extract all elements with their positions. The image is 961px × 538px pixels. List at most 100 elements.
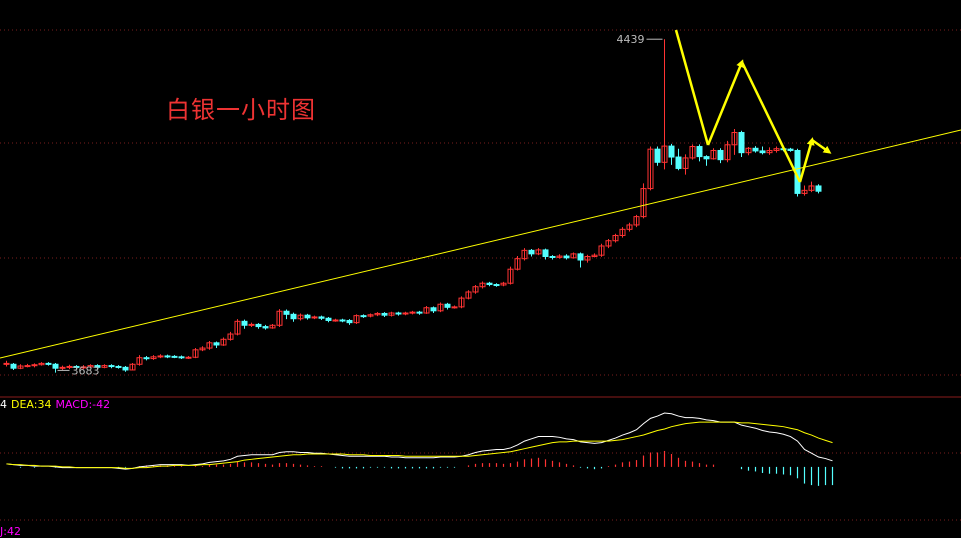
legend-macd: MACD:-42 — [55, 398, 111, 411]
candle-body — [570, 253, 577, 259]
candle-body — [451, 306, 458, 309]
zigzag-segment — [798, 137, 815, 183]
zigzag-segment — [706, 59, 744, 146]
candle-body — [626, 224, 633, 230]
price-annotations: 4439 3683 — [57, 33, 663, 377]
candle-body — [150, 356, 157, 360]
candle-body — [115, 365, 122, 368]
candle-body — [17, 365, 24, 369]
grid-lines — [0, 29, 961, 521]
candle-body — [654, 148, 661, 163]
candle-body — [87, 365, 94, 368]
candle-body — [297, 314, 304, 320]
candle-body — [290, 313, 297, 320]
candle-body — [556, 255, 563, 258]
candle-body — [143, 357, 150, 360]
candle-body — [52, 363, 59, 369]
candle-body — [647, 148, 654, 190]
candle-body — [766, 149, 773, 154]
candle-body — [374, 312, 381, 316]
annot-high-label: 4439 — [617, 33, 645, 46]
candle-body — [444, 303, 451, 308]
candle-body — [234, 320, 241, 335]
candle-body — [598, 245, 605, 256]
candle-body — [38, 362, 45, 366]
candle-body — [80, 366, 87, 369]
candle-body — [619, 228, 626, 236]
candle-body — [542, 249, 549, 257]
candle-body — [73, 365, 80, 368]
candle-body — [605, 240, 612, 247]
candle-body — [682, 157, 689, 169]
candle-body — [465, 291, 472, 299]
candle-body — [45, 362, 52, 365]
candle-body — [367, 314, 374, 317]
candle-body — [577, 253, 584, 261]
candle-body — [283, 310, 290, 315]
candle-body — [339, 319, 346, 322]
candle-body — [563, 255, 570, 259]
candle-body — [101, 365, 108, 368]
candle-body — [479, 282, 486, 288]
candle-body — [388, 312, 395, 316]
candle-body — [521, 249, 528, 260]
candle-body — [696, 146, 703, 158]
candle-body — [689, 146, 696, 159]
candle-body — [486, 282, 493, 286]
candle-body — [724, 144, 731, 161]
candle-body — [213, 342, 220, 346]
candle-body — [710, 149, 717, 160]
candle-body — [759, 150, 766, 154]
candle-body — [801, 189, 808, 194]
candle-body — [668, 145, 675, 158]
candle-body — [325, 317, 332, 321]
annot-low-label: 3683 — [72, 364, 100, 377]
candle-body — [675, 156, 682, 169]
candle-body — [381, 312, 388, 316]
legend-dif: 4 — [0, 398, 7, 411]
candle-body — [171, 355, 178, 358]
candle-body — [199, 347, 206, 351]
candle-body — [353, 315, 360, 324]
candle-body — [528, 249, 535, 255]
candle-body — [507, 268, 514, 284]
candle-body — [808, 185, 815, 191]
candle-body — [500, 282, 507, 286]
candle-body — [157, 355, 164, 358]
candle-body — [346, 319, 353, 324]
bottom-indicator-label: J:42 — [0, 525, 21, 538]
legend-dea: DEA:34 — [11, 398, 52, 411]
candle-body — [185, 356, 192, 359]
macd-legend: 4 DEA:34 MACD:-42 — [0, 398, 114, 411]
candle-body — [241, 320, 248, 326]
candle-body — [402, 312, 409, 315]
candle-body — [815, 185, 822, 192]
candle-body — [24, 365, 31, 368]
candle-body — [94, 365, 101, 368]
candle-body — [66, 365, 73, 368]
trend-line-support — [0, 129, 961, 359]
candle-body — [220, 338, 227, 346]
candle-body — [178, 356, 185, 359]
candle-body — [108, 365, 115, 368]
candle-body — [493, 284, 500, 287]
chart-title: 白银一小时图 — [166, 96, 316, 124]
macd-lines — [6, 412, 833, 470]
zigzag-segment — [811, 138, 832, 154]
candle-body — [633, 216, 640, 226]
zigzag-segment — [740, 61, 802, 183]
candle-body — [416, 311, 423, 314]
zigzag-arrows — [674, 29, 832, 183]
candle-body — [472, 286, 479, 293]
candle-body — [262, 326, 269, 329]
candle-body — [640, 188, 647, 218]
candle-body — [612, 234, 619, 242]
candle-body — [409, 311, 416, 314]
candle-body — [3, 362, 10, 365]
candle-body — [423, 307, 430, 314]
candle-body — [738, 132, 745, 154]
candle-body — [745, 147, 752, 154]
candle-body — [332, 319, 339, 322]
candle-body — [122, 366, 129, 371]
candle-body — [59, 366, 66, 369]
